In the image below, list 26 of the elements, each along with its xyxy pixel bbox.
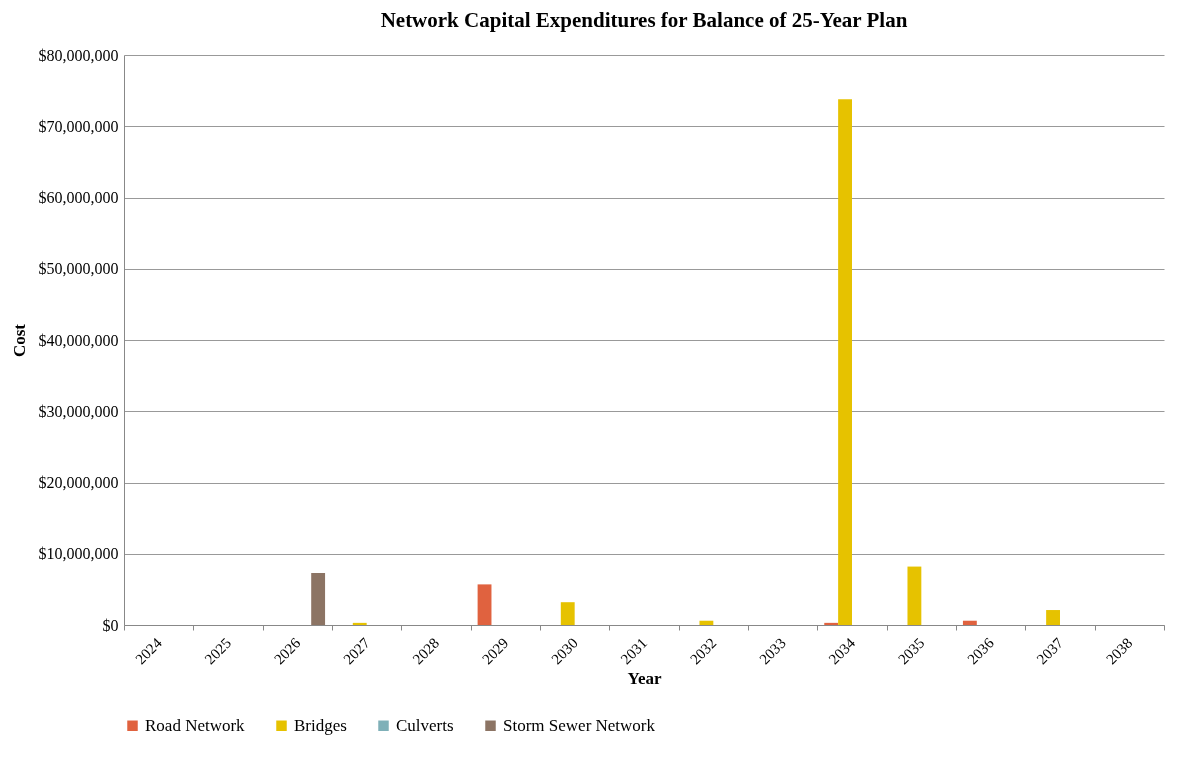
legend-label: Road Network bbox=[145, 715, 246, 735]
bar bbox=[560, 602, 575, 625]
bar bbox=[907, 566, 922, 625]
bar bbox=[352, 622, 367, 625]
legend-label: Bridges bbox=[294, 715, 347, 735]
bar bbox=[699, 620, 714, 625]
y-tick-label: $10,000,000 bbox=[38, 545, 119, 563]
y-tick-label: $30,000,000 bbox=[38, 402, 119, 420]
legend-label: Storm Sewer Network bbox=[503, 715, 656, 735]
y-tick-label: $50,000,000 bbox=[38, 260, 119, 278]
bar bbox=[311, 572, 326, 625]
legend-label: Culverts bbox=[396, 715, 454, 735]
y-tick-label: $0 bbox=[102, 616, 119, 634]
y-tick-label: $60,000,000 bbox=[38, 189, 119, 206]
bar bbox=[824, 622, 839, 625]
y-tick-label: $70,000,000 bbox=[38, 117, 119, 135]
bar bbox=[838, 99, 852, 625]
x-axis-title: Year bbox=[627, 669, 662, 689]
bar bbox=[962, 620, 977, 625]
y-tick-label: $20,000,000 bbox=[38, 474, 119, 491]
chart-title: Network Capital Expenditures for Balance of 25-Year Plan bbox=[380, 8, 908, 32]
bar bbox=[477, 584, 492, 625]
bar bbox=[1046, 610, 1060, 625]
y-tick-label: $80,000,000 bbox=[38, 46, 119, 64]
y-axis-title: Cost bbox=[9, 323, 29, 358]
y-tick-label: $40,000,000 bbox=[38, 331, 119, 349]
